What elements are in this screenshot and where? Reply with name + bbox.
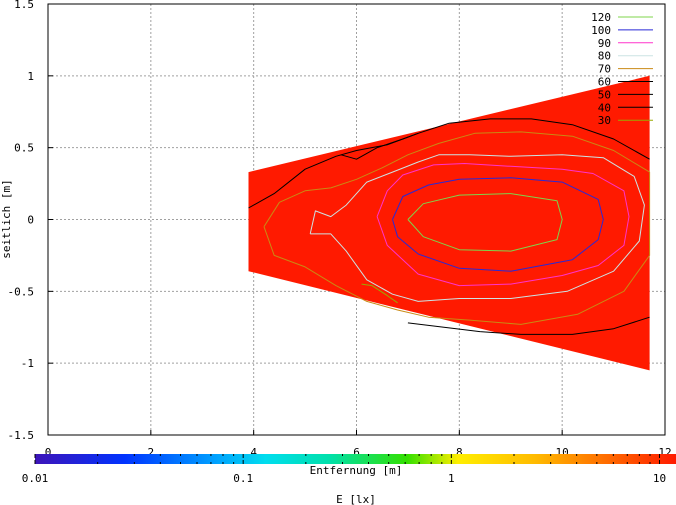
x-tick-label: 8 (456, 446, 463, 459)
contour-90 (376, 163, 630, 287)
x-tick-label: 2 (148, 446, 155, 459)
y-tick-label: -0.5 (8, 285, 35, 298)
contour-120 (407, 193, 563, 252)
legend-label: 70 (598, 63, 611, 76)
contour-lines (248, 118, 651, 335)
contour-70 (263, 131, 651, 325)
colorbar-gradient (35, 454, 676, 464)
colorbar-tick-label: 0.1 (233, 472, 253, 485)
contour-40 (340, 132, 419, 160)
y-tick-label: -1.5 (8, 429, 35, 442)
x-axis-label: Entfernung [m] (310, 464, 403, 477)
colorbar-ticks: 0.01 0.1 1 10 (22, 454, 666, 485)
y-tick-label: 1.5 (14, 0, 34, 11)
colorbar-tick-label: 10 (653, 472, 666, 485)
colorbar-tick-label: 0.01 (22, 472, 49, 485)
legend-label: 120 (591, 11, 611, 24)
field-region (248, 75, 650, 371)
legend-label: 60 (598, 76, 611, 89)
colorbar: 0.01 0.1 1 10 (22, 454, 676, 485)
contour-80 (309, 154, 645, 302)
x-tick-label: 4 (250, 446, 257, 459)
y-tick-label: -1 (21, 357, 34, 370)
x-tick-label: 6 (353, 446, 360, 459)
illuminance-field (248, 75, 650, 371)
colorbar-tick-label: 1 (448, 472, 455, 485)
legend-label: 30 (598, 114, 611, 127)
contour-30 (361, 283, 398, 304)
y-tick-label: 0.5 (14, 142, 34, 155)
y-axis-label: seitlich [m] (0, 179, 13, 258)
legend-label: 80 (598, 50, 611, 63)
legend-label: 40 (598, 101, 611, 114)
y-tick-label: 1 (27, 70, 34, 83)
contour-100 (392, 177, 604, 272)
legend-label: 50 (598, 88, 611, 101)
legend-label: 100 (591, 24, 611, 37)
legend-label: 90 (598, 37, 611, 50)
x-tick-label: 0 (45, 446, 52, 459)
colorbar-label: E [lx] (336, 493, 376, 505)
y-tick-label: 0 (27, 214, 34, 227)
contour-50 (407, 316, 650, 335)
y-axis-ticks: 1.5 1 0.5 0 -0.5 -1 -1.5 (8, 0, 53, 442)
